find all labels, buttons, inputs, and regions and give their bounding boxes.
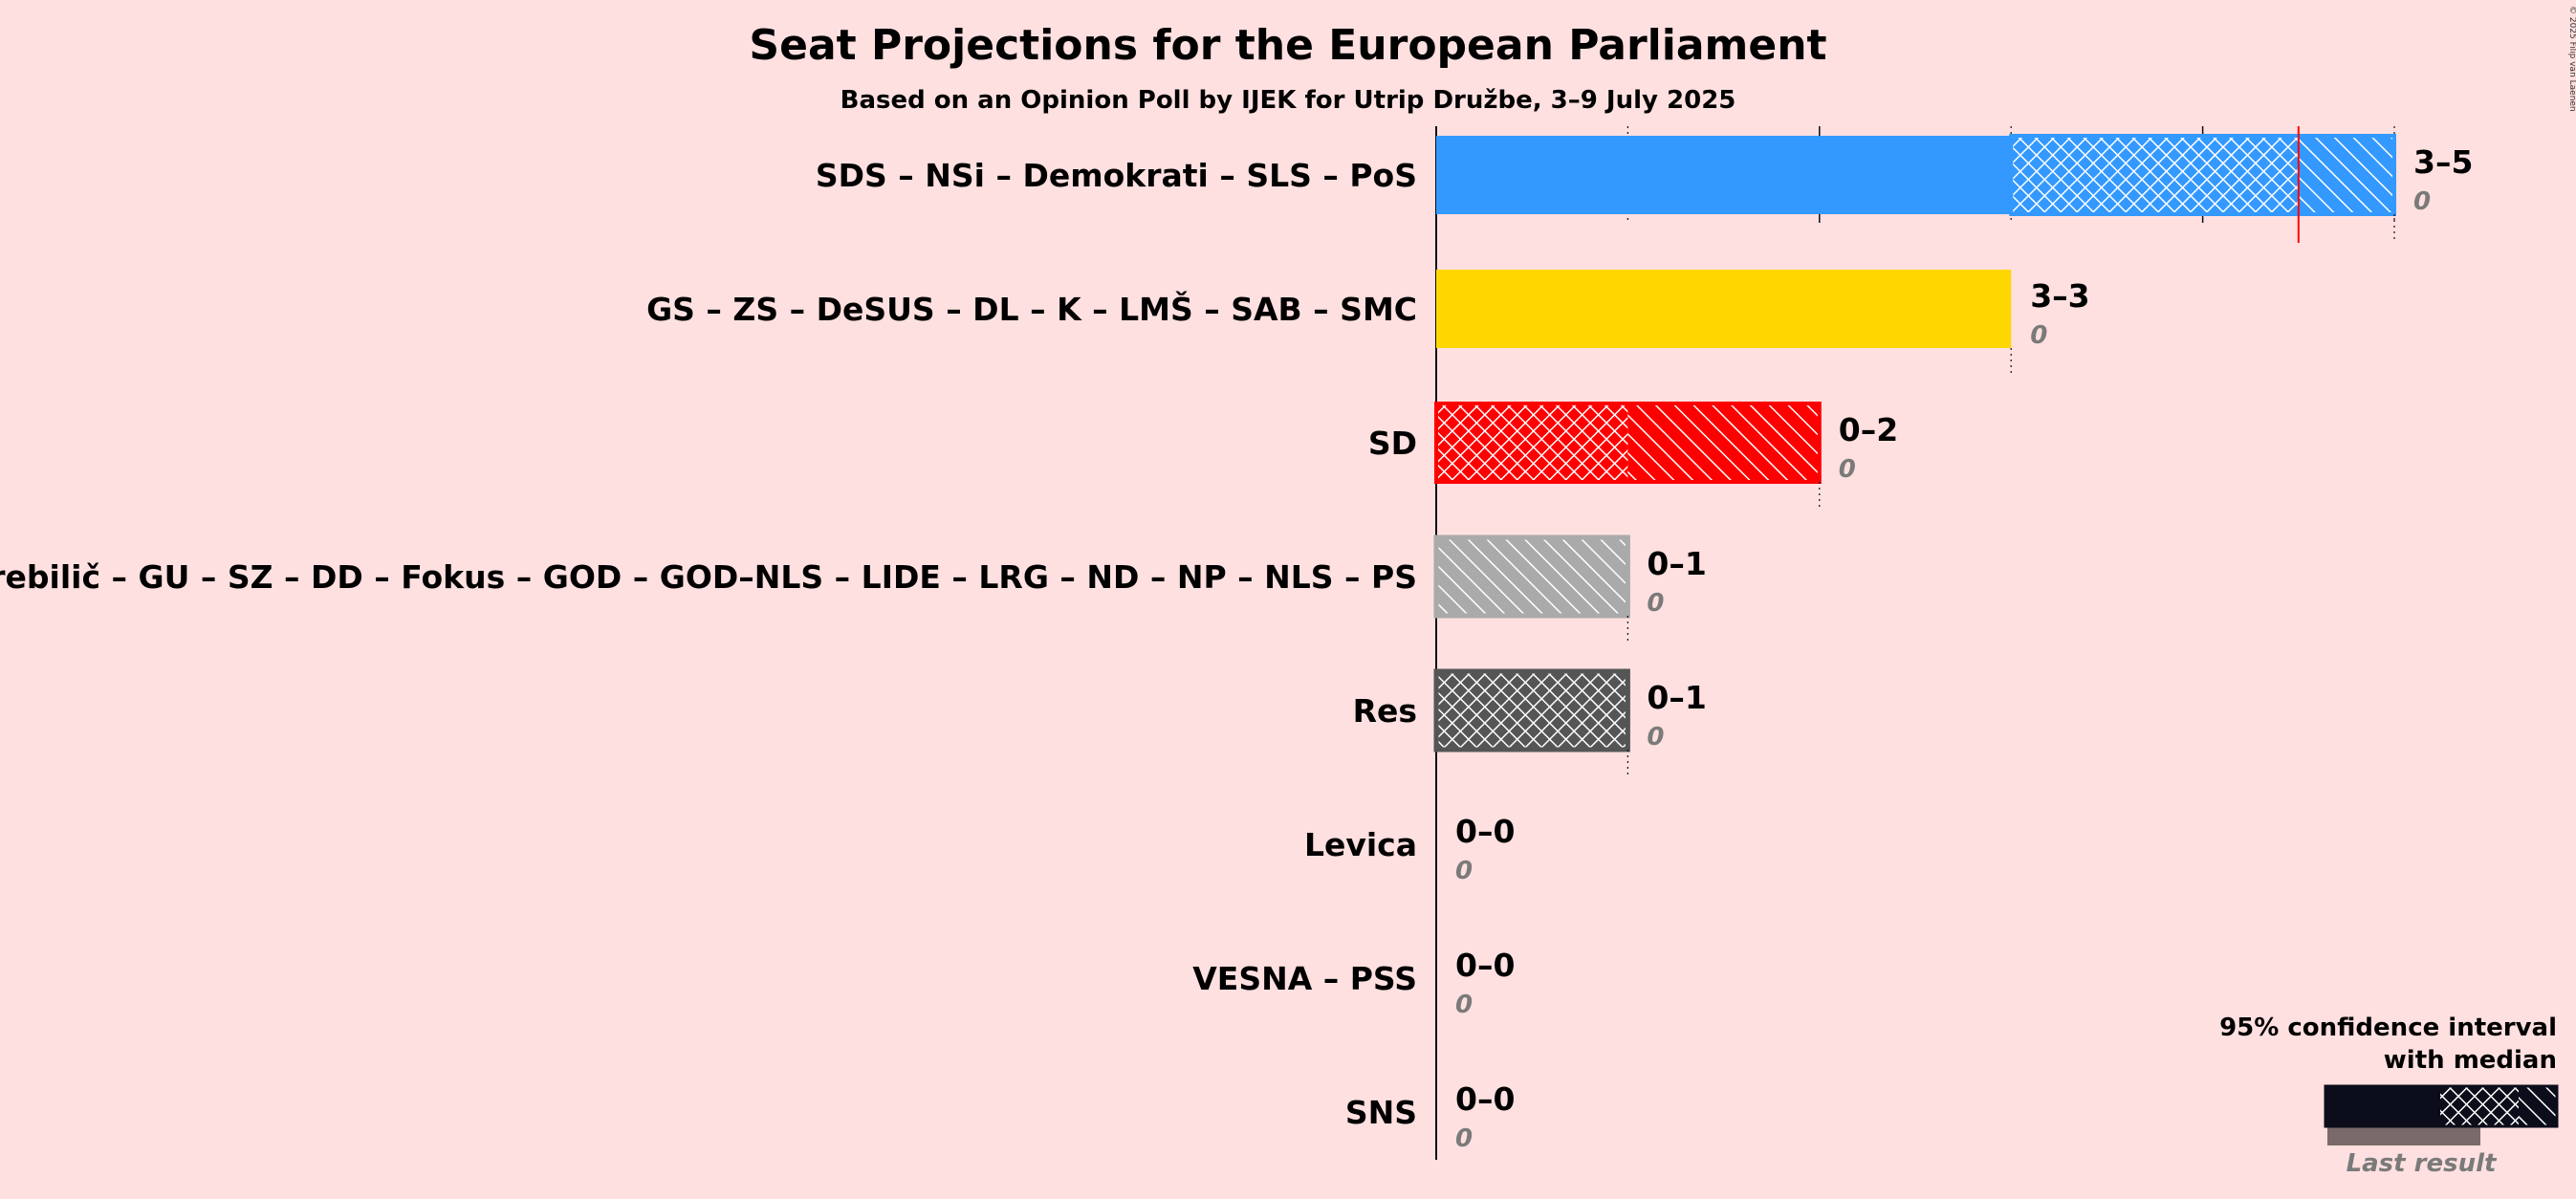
range-label-2: 0–2	[1839, 411, 1898, 448]
last-result-label-1: 0	[2030, 321, 2047, 350]
party-label-2: SD	[1368, 425, 1417, 462]
chart-title: Seat Projections for the European Parlia…	[749, 21, 1826, 70]
party-label-5: Levica	[1304, 826, 1417, 863]
range-label-4: 0–1	[1647, 679, 1706, 716]
range-label-1: 3–3	[2030, 277, 2089, 315]
legend-outline	[2324, 1084, 2559, 1128]
last-result-label-2: 0	[1839, 455, 1856, 484]
range-label-0: 3–5	[2413, 143, 2473, 181]
bar-median-hatch-4	[1436, 671, 1628, 750]
party-label-7: SNS	[1345, 1094, 1417, 1131]
party-label-3: Prebilič – GU – SZ – DD – Fokus – GOD – …	[0, 558, 1417, 596]
bar-upper-hatch-2	[1627, 403, 1820, 482]
bar-upper-hatch-0	[2298, 136, 2394, 214]
range-label-5: 0–0	[1455, 813, 1515, 850]
legend-ci-label: 95% confidence interval	[2219, 1014, 2557, 1042]
range-label-3: 0–1	[1647, 545, 1706, 582]
bars-layer	[1433, 126, 2396, 778]
range-label-6: 0–0	[1455, 947, 1515, 984]
bar-outline-0	[2009, 134, 2396, 216]
bar-solid-1	[1436, 270, 2012, 348]
labels-layer: SDS – NSi – Demokrati – SLS – PoS 3–5 0 GS …	[0, 143, 2473, 1153]
last-result-label-5: 0	[1455, 857, 1473, 885]
copyright-credit: © 2025 Filip van Laenen	[2567, 6, 2576, 112]
bar-median-hatch-0	[2011, 136, 2299, 214]
last-result-label-6: 0	[1455, 991, 1473, 1019]
last-result-label-3: 0	[1647, 589, 1664, 618]
bar-upper-hatch-3	[1436, 537, 1628, 616]
chart-subtitle: Based on an Opinion Poll by IJEK for Utr…	[840, 86, 1736, 115]
bar-outline-3	[1433, 534, 1630, 619]
bar-solid-0	[1436, 136, 2012, 214]
range-label-7: 0–0	[1455, 1080, 1515, 1118]
legend-last-result-bar	[2327, 1126, 2480, 1145]
legend: 95% confidence interval with median Last…	[2219, 1014, 2559, 1178]
bar-outline-2	[1434, 402, 1822, 484]
legend-last-result-label: Last result	[2347, 1149, 2498, 1178]
last-result-label-7: 0	[1455, 1124, 1473, 1153]
bar-median-hatch-2	[1436, 403, 1628, 482]
last-result-label-4: 0	[1647, 723, 1664, 752]
legend-diagonal-overlay	[2519, 1086, 2557, 1126]
party-label-1: GS – ZS – DeSUS – DL – K – LMŠ – SAB – S…	[646, 290, 1417, 328]
last-result-label-0: 0	[2413, 187, 2431, 216]
party-label-0: SDS – NSi – Demokrati – SLS – PoS	[816, 157, 1417, 194]
party-label-4: Res	[1353, 692, 1417, 730]
party-label-6: VESNA – PSS	[1192, 960, 1417, 997]
legend-solid-bar	[2325, 1086, 2440, 1126]
legend-crosshatch-overlay	[2440, 1086, 2519, 1126]
bar-outline-4	[1433, 668, 1630, 752]
legend-median-label: with median	[2384, 1046, 2557, 1075]
